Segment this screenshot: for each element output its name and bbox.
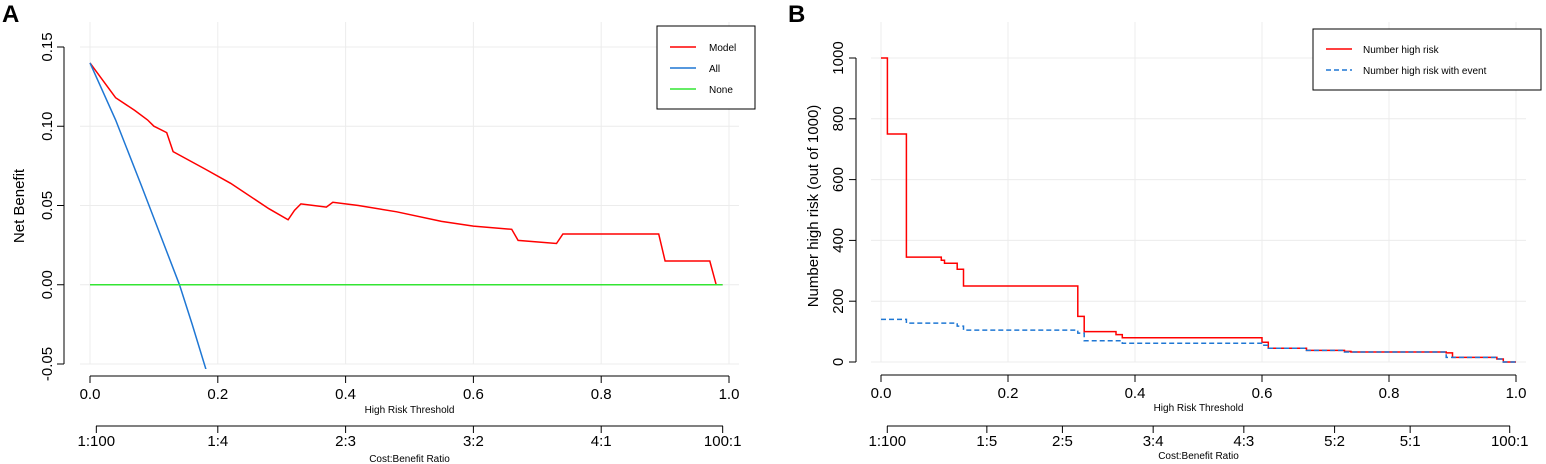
a-y-tick-label-0: -0.05 bbox=[39, 347, 56, 381]
b-legend-box bbox=[1312, 28, 1542, 91]
b-x-axis-label: High Risk Threshold bbox=[1154, 403, 1244, 414]
panel-letter-a: A bbox=[2, 1, 19, 28]
b-series-line-number-high-risk-with-event bbox=[881, 318, 1516, 363]
a-x-tick-label-0: 0.0 bbox=[80, 386, 101, 403]
a-x-axis-label: High Risk Threshold bbox=[365, 405, 455, 416]
a-y-axis-label: Net Benefit bbox=[11, 168, 28, 243]
b-ratio-tick-label-0: 1:100 bbox=[869, 433, 907, 450]
b-ratio-tick-label-2: 2:5 bbox=[1052, 433, 1073, 450]
b-ratio-tick-label-7: 100:1 bbox=[1491, 433, 1529, 450]
b-x-ticks: 0.0 0.2 0.4 0.6 0.8 1.0 bbox=[871, 375, 1527, 402]
a-legend-label-all: All bbox=[709, 64, 720, 75]
a-series-line-model bbox=[89, 62, 723, 286]
b-y-tick-label-3: 600 bbox=[830, 167, 847, 192]
b-series-line-number-high-risk bbox=[881, 57, 1516, 363]
b-y-ticks: 0 200 400 600 800 1000 bbox=[830, 41, 856, 366]
b-x-tick-label-3: 0.6 bbox=[1252, 385, 1273, 402]
a-legend: Model All None bbox=[656, 25, 756, 110]
a-ratio-ticks: 1:100 1:4 2:3 3:2 4:1 100:1 bbox=[78, 426, 742, 450]
b-x-tick-label-5: 1.0 bbox=[1506, 385, 1527, 402]
b-ratio-tick-label-3: 3:4 bbox=[1143, 433, 1164, 450]
b-y-tick-label-2: 400 bbox=[830, 228, 847, 253]
a-series bbox=[89, 62, 723, 369]
a-x-tick-label-3: 0.6 bbox=[463, 386, 484, 403]
a-x-tick-label-4: 0.8 bbox=[591, 386, 612, 403]
b-grid bbox=[871, 22, 1526, 363]
a-ratio-tick-label-0: 1:100 bbox=[78, 433, 116, 450]
a-ratio-tick-label-2: 2:3 bbox=[335, 433, 356, 450]
b-x-tick-label-2: 0.4 bbox=[1125, 385, 1146, 402]
a-x-tick-label-1: 0.2 bbox=[207, 386, 228, 403]
a-ratio-tick-label-4: 4:1 bbox=[591, 433, 612, 450]
b-y-axis-label: Number high risk (out of 1000) bbox=[805, 105, 822, 308]
b-ratio-tick-label-6: 5:1 bbox=[1400, 433, 1421, 450]
b-y-tick-label-5: 1000 bbox=[830, 41, 847, 74]
b-ratio-tick-label-5: 5:2 bbox=[1324, 433, 1345, 450]
panel-letter-b: B bbox=[788, 1, 805, 28]
a-grid bbox=[80, 22, 739, 365]
a-series-line-all bbox=[89, 62, 207, 369]
a-ratio-tick-label-3: 3:2 bbox=[463, 433, 484, 450]
panel-b: B 0 200 400 600 800 1000 0.0 0.2 0.4 0.6 0.8 1.0 H… bbox=[788, 1, 1542, 462]
b-ratio-ticks: 1:100 1:5 2:5 3:4 4:3 5:2 5:1 100:1 bbox=[869, 426, 1529, 450]
a-y-tick-label-1: 0.00 bbox=[39, 270, 56, 299]
a-y-tick-label-4: 0.15 bbox=[39, 32, 56, 61]
a-y-tick-label-3: 0.10 bbox=[39, 112, 56, 141]
b-y-tick-label-1: 200 bbox=[830, 289, 847, 314]
a-x-tick-label-5: 1.0 bbox=[719, 386, 740, 403]
b-ratio-tick-label-1: 1:5 bbox=[976, 433, 997, 450]
a-ratio-axis-label: Cost:Benefit Ratio bbox=[369, 454, 450, 464]
a-ratio-tick-label-5: 100:1 bbox=[704, 433, 742, 450]
b-x-tick-label-4: 0.8 bbox=[1379, 385, 1400, 402]
b-y-tick-label-0: 0 bbox=[830, 358, 847, 366]
panel-a: A -0.05 0.00 0.05 0.10 0.15 0.0 0.2 0.4 0.6 0.8 1… bbox=[2, 1, 756, 464]
b-y-tick-label-4: 800 bbox=[830, 106, 847, 131]
b-legend-label-high-risk-event: Number high risk with event bbox=[1363, 66, 1487, 77]
a-x-ticks: 0.0 0.2 0.4 0.6 0.8 1.0 bbox=[80, 376, 740, 403]
b-ratio-axis-label: Cost:Benefit Ratio bbox=[1158, 451, 1239, 462]
b-legend: Number high risk Number high risk with e… bbox=[1312, 28, 1542, 91]
a-x-tick-label-2: 0.4 bbox=[335, 386, 356, 403]
b-legend-label-high-risk: Number high risk bbox=[1363, 45, 1440, 56]
b-x-tick-label-0: 0.0 bbox=[871, 385, 892, 402]
b-x-tick-label-1: 0.2 bbox=[998, 385, 1019, 402]
b-series bbox=[881, 57, 1516, 363]
b-ratio-tick-label-4: 4:3 bbox=[1233, 433, 1254, 450]
a-y-tick-label-2: 0.05 bbox=[39, 191, 56, 220]
a-ratio-tick-label-1: 1:4 bbox=[207, 433, 228, 450]
a-legend-label-model: Model bbox=[709, 43, 736, 54]
a-y-ticks: -0.05 0.00 0.05 0.10 0.15 bbox=[39, 32, 64, 381]
a-legend-label-none: None bbox=[709, 85, 733, 96]
